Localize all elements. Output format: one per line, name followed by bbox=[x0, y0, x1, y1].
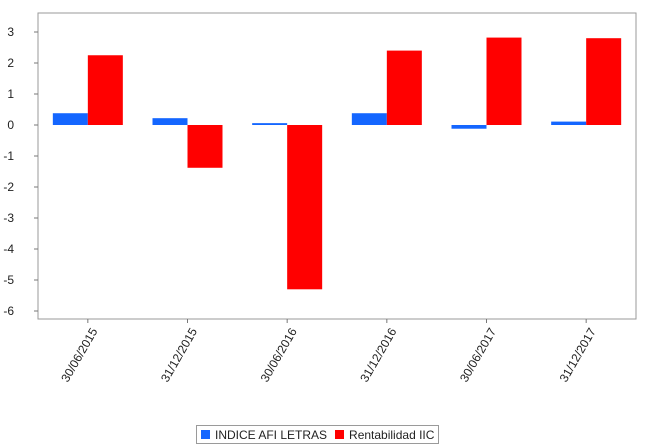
bar-rentabilidad-iic bbox=[287, 125, 323, 290]
plot-border bbox=[37, 12, 637, 320]
x-tick-label: 30/06/2015 bbox=[58, 325, 100, 384]
bar-indice-afi-letras bbox=[351, 113, 387, 125]
legend: INDICE AFI LETRAS Rentabilidad IIC bbox=[196, 425, 440, 444]
x-tick-label: 30/06/2017 bbox=[457, 325, 499, 384]
y-tick-label: -2 bbox=[3, 180, 14, 194]
legend-swatch-red bbox=[335, 430, 345, 439]
bars bbox=[52, 37, 622, 290]
legend-label-indice: INDICE AFI LETRAS bbox=[215, 427, 328, 442]
x-tick-label: 31/12/2016 bbox=[357, 325, 399, 384]
y-tick-label: -1 bbox=[3, 149, 14, 163]
bar-rentabilidad-iic bbox=[87, 55, 123, 125]
y-tick-label: 0 bbox=[7, 118, 14, 132]
y-tick-label: 3 bbox=[7, 25, 14, 39]
x-axis: 30/06/2015 31/12/2015 30/06/2016 31/12/2016… bbox=[58, 319, 599, 385]
bar-rentabilidad-iic bbox=[187, 125, 223, 168]
y-axis: 3 2 1 0 -1 -2 -3 -4 -5 -6 bbox=[3, 25, 38, 318]
x-tick-label: 31/12/2017 bbox=[557, 325, 599, 384]
y-tick-label: -5 bbox=[3, 273, 14, 287]
bar-rentabilidad-iic bbox=[586, 38, 622, 126]
plot-area bbox=[37, 12, 637, 320]
bar-indice-afi-letras bbox=[551, 121, 587, 125]
x-tick-label: 31/12/2015 bbox=[158, 325, 200, 384]
bar-rentabilidad-iic bbox=[386, 50, 422, 125]
y-tick-label: -4 bbox=[3, 242, 14, 256]
y-tick-label: -6 bbox=[3, 304, 14, 318]
bar-indice-afi-letras bbox=[52, 113, 88, 125]
y-tick-label: -3 bbox=[3, 211, 14, 225]
y-tick-label: 2 bbox=[7, 56, 14, 70]
legend-item-rentabilidad: Rentabilidad IIC bbox=[335, 428, 434, 442]
bar-rentabilidad-iic bbox=[486, 37, 522, 125]
y-tick-label: 1 bbox=[7, 87, 14, 101]
legend-item-indice: INDICE AFI LETRAS bbox=[201, 428, 327, 442]
x-tick-label: 30/06/2016 bbox=[258, 325, 300, 384]
bar-indice-afi-letras bbox=[152, 118, 188, 125]
bar-indice-afi-letras bbox=[252, 123, 288, 125]
bar-indice-afi-letras bbox=[451, 125, 487, 129]
legend-swatch-blue bbox=[201, 430, 210, 439]
legend-label-rentabilidad: Rentabilidad IIC bbox=[349, 427, 435, 442]
